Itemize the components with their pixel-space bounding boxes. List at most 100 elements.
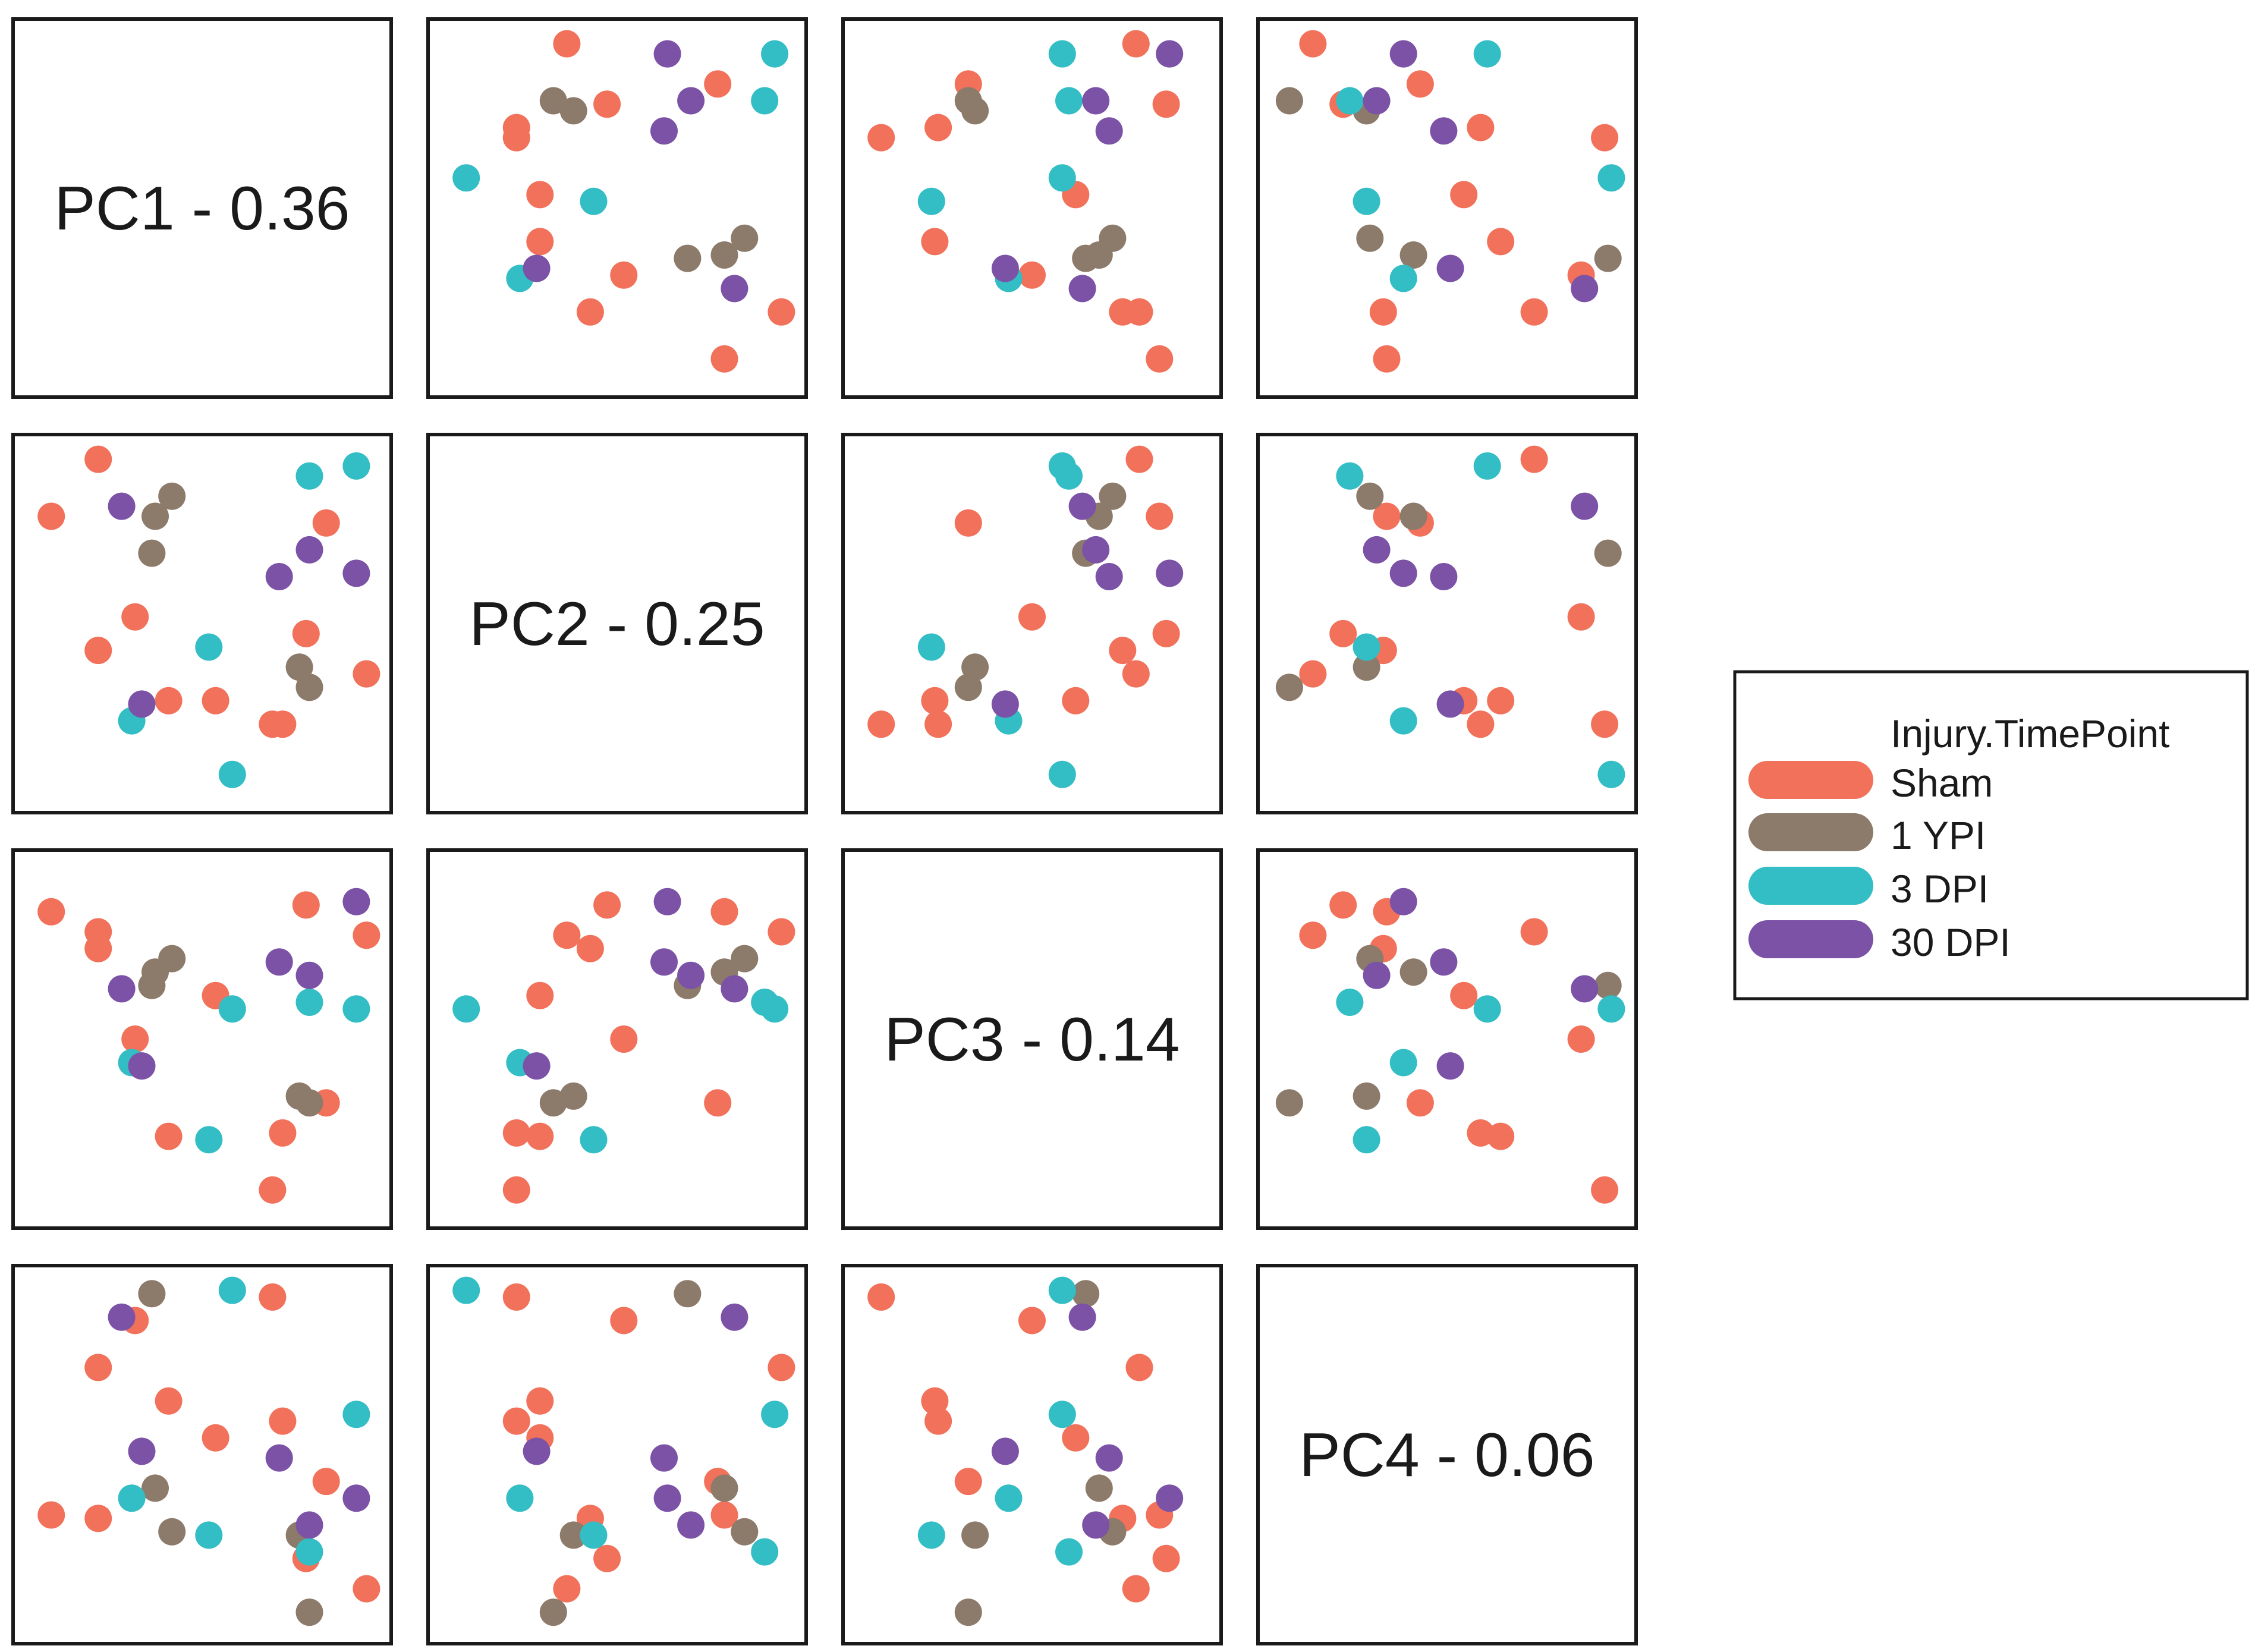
point-3dpi-20 <box>295 989 323 1016</box>
panel-pc1-pc1: PC1 - 0.36 <box>11 17 393 399</box>
point-30dpi-22 <box>1068 275 1096 303</box>
diagonal-label-pc3: PC3 - 0.14 <box>884 1005 1180 1074</box>
point-1ypi-12 <box>1399 241 1427 269</box>
point-30dpi-25 <box>1095 563 1123 590</box>
point-sham-6 <box>269 1407 297 1435</box>
point-sham-6 <box>502 114 530 141</box>
point-3dpi-19 <box>342 995 370 1023</box>
point-sham-1 <box>1125 1354 1153 1382</box>
point-sham-0 <box>1373 502 1401 530</box>
point-sham-1 <box>1520 445 1548 473</box>
point-sham-6 <box>269 1119 297 1147</box>
point-sham-3 <box>921 228 949 256</box>
panel-frame <box>841 848 1223 1230</box>
point-sham-0 <box>710 898 738 926</box>
point-sham-2 <box>121 1025 149 1053</box>
panel-pc1-pc4 <box>1256 17 1638 399</box>
point-sham-2 <box>1018 603 1046 631</box>
point-sham-1 <box>1125 445 1153 473</box>
point-sham-0 <box>37 898 65 926</box>
point-3dpi-19 <box>761 1401 789 1428</box>
diagonal-label-pc4: PC4 - 0.06 <box>1299 1421 1594 1490</box>
point-3dpi-19 <box>1473 452 1501 480</box>
diagonal-label-pc1: PC1 - 0.36 <box>54 174 350 243</box>
legend-entry-3dpi: 3 DPI <box>1748 867 1989 911</box>
point-3dpi-17 <box>995 1484 1023 1512</box>
point-sham-3 <box>155 1122 183 1150</box>
point-3dpi-17 <box>1389 1049 1417 1077</box>
point-30dpi-21 <box>342 1484 370 1512</box>
point-sham-3 <box>155 1387 183 1415</box>
point-30dpi-21 <box>1156 40 1184 68</box>
point-30dpi-24 <box>295 1511 323 1539</box>
point-sham-6 <box>1467 1119 1495 1147</box>
point-30dpi-22 <box>1068 492 1096 520</box>
point-3dpi-19 <box>1048 40 1076 68</box>
point-3dpi-17 <box>506 1484 534 1512</box>
point-30dpi-22 <box>1571 975 1599 1003</box>
point-30dpi-24 <box>677 87 705 115</box>
panel-pc3-pc1 <box>11 848 393 1230</box>
point-30dpi-23 <box>1436 690 1464 718</box>
point-sham-8 <box>1450 981 1478 1009</box>
point-30dpi-21 <box>1156 559 1184 587</box>
point-30dpi-22 <box>1571 492 1599 520</box>
point-3dpi-19 <box>1048 1401 1076 1428</box>
legend-label-1ypi: 1 YPI <box>1891 813 1986 857</box>
point-30dpi-25 <box>650 948 678 976</box>
point-sham-1 <box>768 1354 795 1382</box>
legend-swatch-1ypi <box>1748 813 1873 851</box>
point-30dpi-25 <box>650 1444 678 1472</box>
panel-frame <box>11 1264 393 1645</box>
point-3dpi-18 <box>1597 995 1625 1023</box>
point-1ypi-11 <box>158 482 186 510</box>
point-3dpi-16 <box>1353 633 1380 661</box>
point-sham-8 <box>202 1424 229 1452</box>
point-sham-9 <box>1299 660 1327 688</box>
point-3dpi-17 <box>1389 707 1417 735</box>
point-3dpi-18 <box>1597 760 1625 788</box>
point-sham-7 <box>576 298 604 326</box>
point-30dpi-22 <box>1571 275 1599 303</box>
point-sham-9 <box>553 921 581 949</box>
point-sham-5 <box>593 891 621 919</box>
point-1ypi-12 <box>141 502 169 530</box>
point-sham-10 <box>1406 70 1434 98</box>
panel-pc3-pc4 <box>1256 848 1638 1230</box>
point-3dpi-18 <box>218 1276 246 1304</box>
point-1ypi-15 <box>961 653 989 681</box>
point-sham-0 <box>710 1501 738 1529</box>
point-sham-5 <box>292 891 320 919</box>
point-1ypi-15 <box>559 97 587 125</box>
point-3dpi-16 <box>917 633 945 661</box>
point-1ypi-11 <box>158 1518 186 1546</box>
point-3dpi-16 <box>195 1126 223 1154</box>
point-sham-8 <box>1062 1424 1090 1452</box>
point-1ypi-11 <box>1356 482 1384 510</box>
point-sham-6 <box>924 1407 952 1435</box>
point-sham-2 <box>610 1025 638 1053</box>
point-1ypi-12 <box>1085 1474 1113 1502</box>
point-sham-4 <box>867 124 895 152</box>
point-sham-1 <box>84 445 112 473</box>
legend-swatch-sham <box>1748 761 1873 799</box>
point-30dpi-22 <box>108 1303 136 1331</box>
point-sham-9 <box>1299 921 1327 949</box>
point-sham-1 <box>1520 918 1548 946</box>
point-sham-2 <box>610 1307 638 1335</box>
point-3dpi-20 <box>1055 462 1083 490</box>
pairs-matrix: PC1 - 0.36 PC2 - 0.25 PC3 - 0.14 PC4 - 0.06 <box>11 17 1638 1645</box>
point-sham-3 <box>1487 228 1515 256</box>
point-3dpi-20 <box>751 87 779 115</box>
point-30dpi-22 <box>721 1303 748 1331</box>
point-sham-3 <box>526 228 554 256</box>
legend-title: Injury.TimePoint <box>1891 712 2169 756</box>
point-sham-5 <box>593 90 621 118</box>
legend-entry-30dpi: 30 DPI <box>1748 920 2011 964</box>
point-30dpi-21 <box>1389 888 1417 915</box>
point-30dpi-23 <box>523 254 551 282</box>
point-sham-0 <box>1146 502 1174 530</box>
point-30dpi-24 <box>295 536 323 564</box>
point-sham-9 <box>553 30 581 58</box>
point-1ypi-12 <box>1399 502 1427 530</box>
